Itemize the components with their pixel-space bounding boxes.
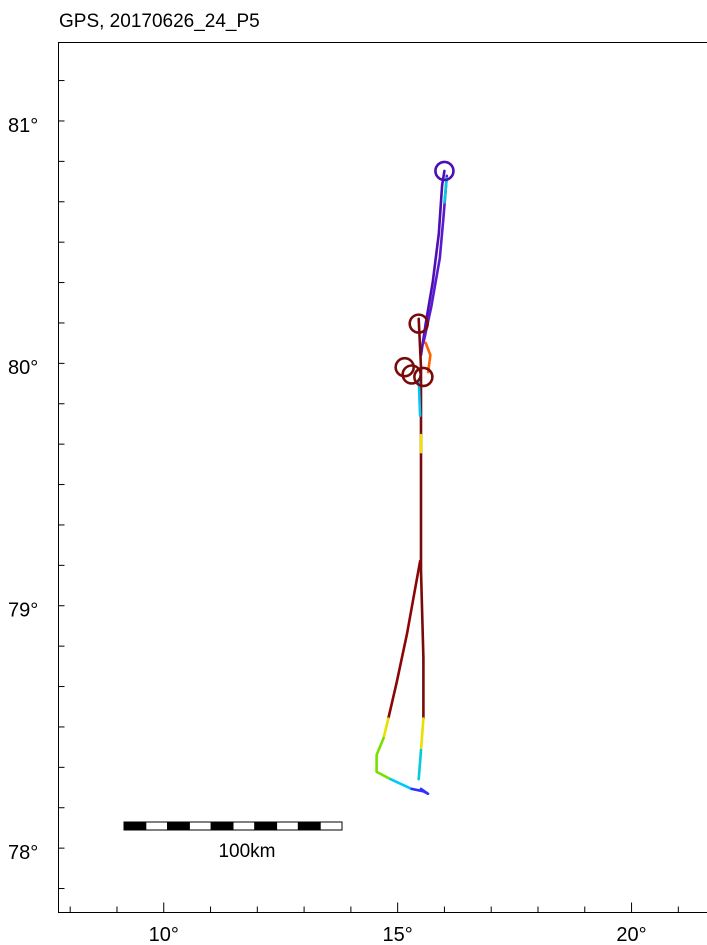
- track-segment: [389, 777, 414, 791]
- lon-tick-label: 20°: [616, 924, 646, 945]
- scale-bar-segment: [123, 821, 147, 831]
- map-title: GPS, 20170626_24_P5: [59, 11, 260, 32]
- track-segment: [417, 748, 423, 781]
- track-segment: [443, 176, 449, 204]
- track-loop: [401, 364, 422, 385]
- tick-marks: [58, 80, 679, 913]
- track-segment: [386, 559, 422, 720]
- lat-tick-label: 80°: [8, 357, 38, 379]
- scale-bar-segment: [297, 821, 321, 831]
- track-segment: [375, 736, 392, 781]
- map-frame: [58, 42, 707, 913]
- track-segment: [419, 717, 425, 752]
- track-loop: [394, 356, 415, 378]
- lat-tick-label: 78°: [8, 842, 38, 864]
- track-loop: [413, 366, 434, 388]
- scale-bar-label: 100km: [218, 841, 275, 862]
- scale-bar-segment: [232, 821, 256, 831]
- scale-bar-segment: [210, 821, 234, 831]
- axis-labels: 78° 79° 80° 81° 10° 15° 20°: [8, 115, 647, 945]
- track-loop: [408, 313, 430, 334]
- track-segment: [410, 787, 430, 796]
- scale-bar-segment: [188, 821, 212, 831]
- track-segment: [424, 341, 432, 374]
- scale-bar-segment: [319, 821, 343, 831]
- scale-bar-segment: [145, 821, 169, 831]
- lat-tick-label: 81°: [8, 115, 38, 137]
- lon-tick-label: 10°: [149, 924, 179, 945]
- track-segment: [417, 317, 425, 720]
- scale-bar: 100km: [123, 821, 343, 862]
- scale-bar-segment: [167, 821, 190, 831]
- gps-track: [375, 160, 455, 796]
- scale-bar-segment: [254, 821, 278, 831]
- track-segment: [382, 717, 390, 740]
- track-segment: [419, 169, 446, 357]
- lon-tick-label: 15°: [383, 924, 413, 945]
- scale-bar-segment: [276, 821, 299, 831]
- lat-tick-label: 79°: [8, 600, 38, 622]
- track-loop: [434, 160, 455, 182]
